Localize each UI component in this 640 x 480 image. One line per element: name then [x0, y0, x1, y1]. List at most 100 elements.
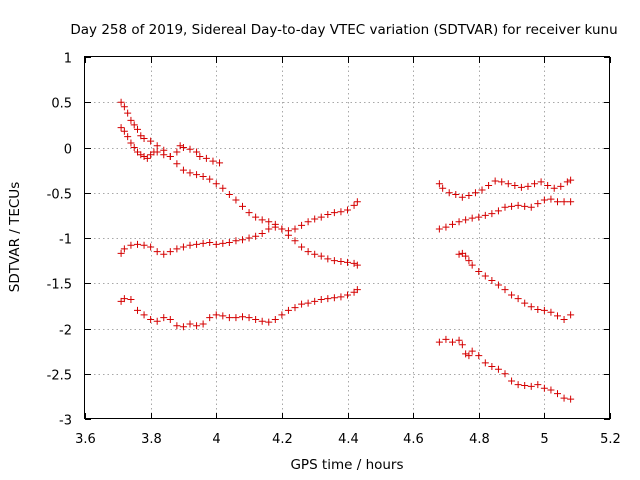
data-point [514, 201, 522, 209]
data-point [344, 258, 351, 266]
data-point [304, 299, 312, 307]
data-point [544, 182, 552, 190]
data-point [193, 240, 201, 248]
y-tick-label: -1 [59, 233, 72, 248]
data-point [186, 145, 194, 153]
data-point [435, 338, 443, 346]
data-point [252, 232, 260, 240]
data-point [186, 169, 194, 177]
data-point [206, 175, 214, 183]
data-point [120, 295, 128, 303]
data-point [127, 139, 135, 147]
data-point [478, 186, 486, 194]
data-point [547, 308, 555, 316]
data-point [117, 98, 125, 106]
data-point [245, 209, 253, 217]
y-axis-label: SDTVAR / TECUs [7, 182, 23, 292]
y-tick-label: -3 [59, 414, 72, 429]
data-point [488, 363, 496, 371]
data-point [147, 137, 155, 145]
data-point [475, 352, 483, 360]
data-point [304, 248, 312, 256]
data-point [537, 178, 545, 186]
series-track-8 [435, 335, 575, 403]
data-point [445, 189, 453, 197]
data-point [330, 294, 338, 302]
data-point [173, 160, 181, 168]
data-point [284, 306, 292, 314]
data-point [337, 208, 345, 216]
data-point [284, 227, 292, 235]
data-point [140, 241, 148, 249]
data-point [353, 261, 361, 269]
data-point [557, 182, 565, 190]
data-point [193, 148, 201, 156]
data-point [311, 297, 319, 305]
data-point [317, 296, 325, 304]
series-track-6 [435, 195, 575, 233]
data-point [166, 153, 174, 161]
data-point [120, 127, 128, 135]
data-point [117, 249, 125, 257]
data-point [232, 196, 240, 204]
data-point [514, 295, 522, 303]
data-point [140, 153, 148, 161]
data-point [449, 338, 456, 346]
data-point [265, 218, 273, 226]
data-point [265, 225, 273, 233]
data-point [317, 252, 325, 260]
data-point [534, 305, 542, 313]
y-tick-label: -2.5 [47, 369, 72, 384]
data-point [245, 234, 253, 242]
data-point [501, 203, 509, 211]
data-point [468, 347, 476, 355]
data-point [134, 306, 141, 314]
data-point [567, 198, 575, 206]
data-point [143, 154, 151, 162]
y-tick-label: 0.5 [51, 97, 72, 112]
data-point [481, 211, 489, 219]
data-point [560, 394, 568, 402]
data-point [134, 240, 141, 248]
data-point [193, 322, 201, 330]
data-point [475, 267, 483, 275]
data-point [278, 311, 286, 319]
data-point [439, 184, 447, 192]
series-track-2 [117, 124, 224, 167]
data-point [160, 314, 168, 322]
y-tick-label: -1.5 [47, 278, 72, 293]
data-point [521, 299, 529, 307]
series-track-4 [117, 286, 361, 331]
data-point [179, 243, 187, 251]
data-point [531, 180, 539, 188]
data-points [117, 98, 575, 403]
x-tick-label: 4 [212, 432, 220, 447]
data-point [176, 142, 184, 150]
data-point [514, 381, 522, 389]
plot-frame [84, 56, 610, 419]
data-point [353, 198, 361, 206]
data-point [120, 245, 128, 253]
data-point [337, 258, 345, 266]
data-point [511, 182, 519, 190]
data-point [209, 157, 217, 165]
data-point [173, 245, 181, 253]
data-point [567, 311, 575, 319]
data-point [193, 171, 201, 179]
data-point [534, 381, 542, 389]
data-point [449, 220, 456, 228]
data-point [216, 159, 224, 167]
data-point [494, 207, 502, 215]
data-point [462, 350, 470, 358]
data-point [462, 216, 470, 224]
data-point [554, 198, 561, 206]
data-point [465, 191, 473, 199]
y-tick-label: -0.5 [47, 188, 72, 203]
data-point [232, 314, 240, 322]
data-point [455, 336, 463, 344]
x-tick-label: 5 [540, 432, 548, 447]
data-point [508, 291, 516, 299]
data-point [258, 229, 266, 237]
data-point [291, 237, 299, 245]
